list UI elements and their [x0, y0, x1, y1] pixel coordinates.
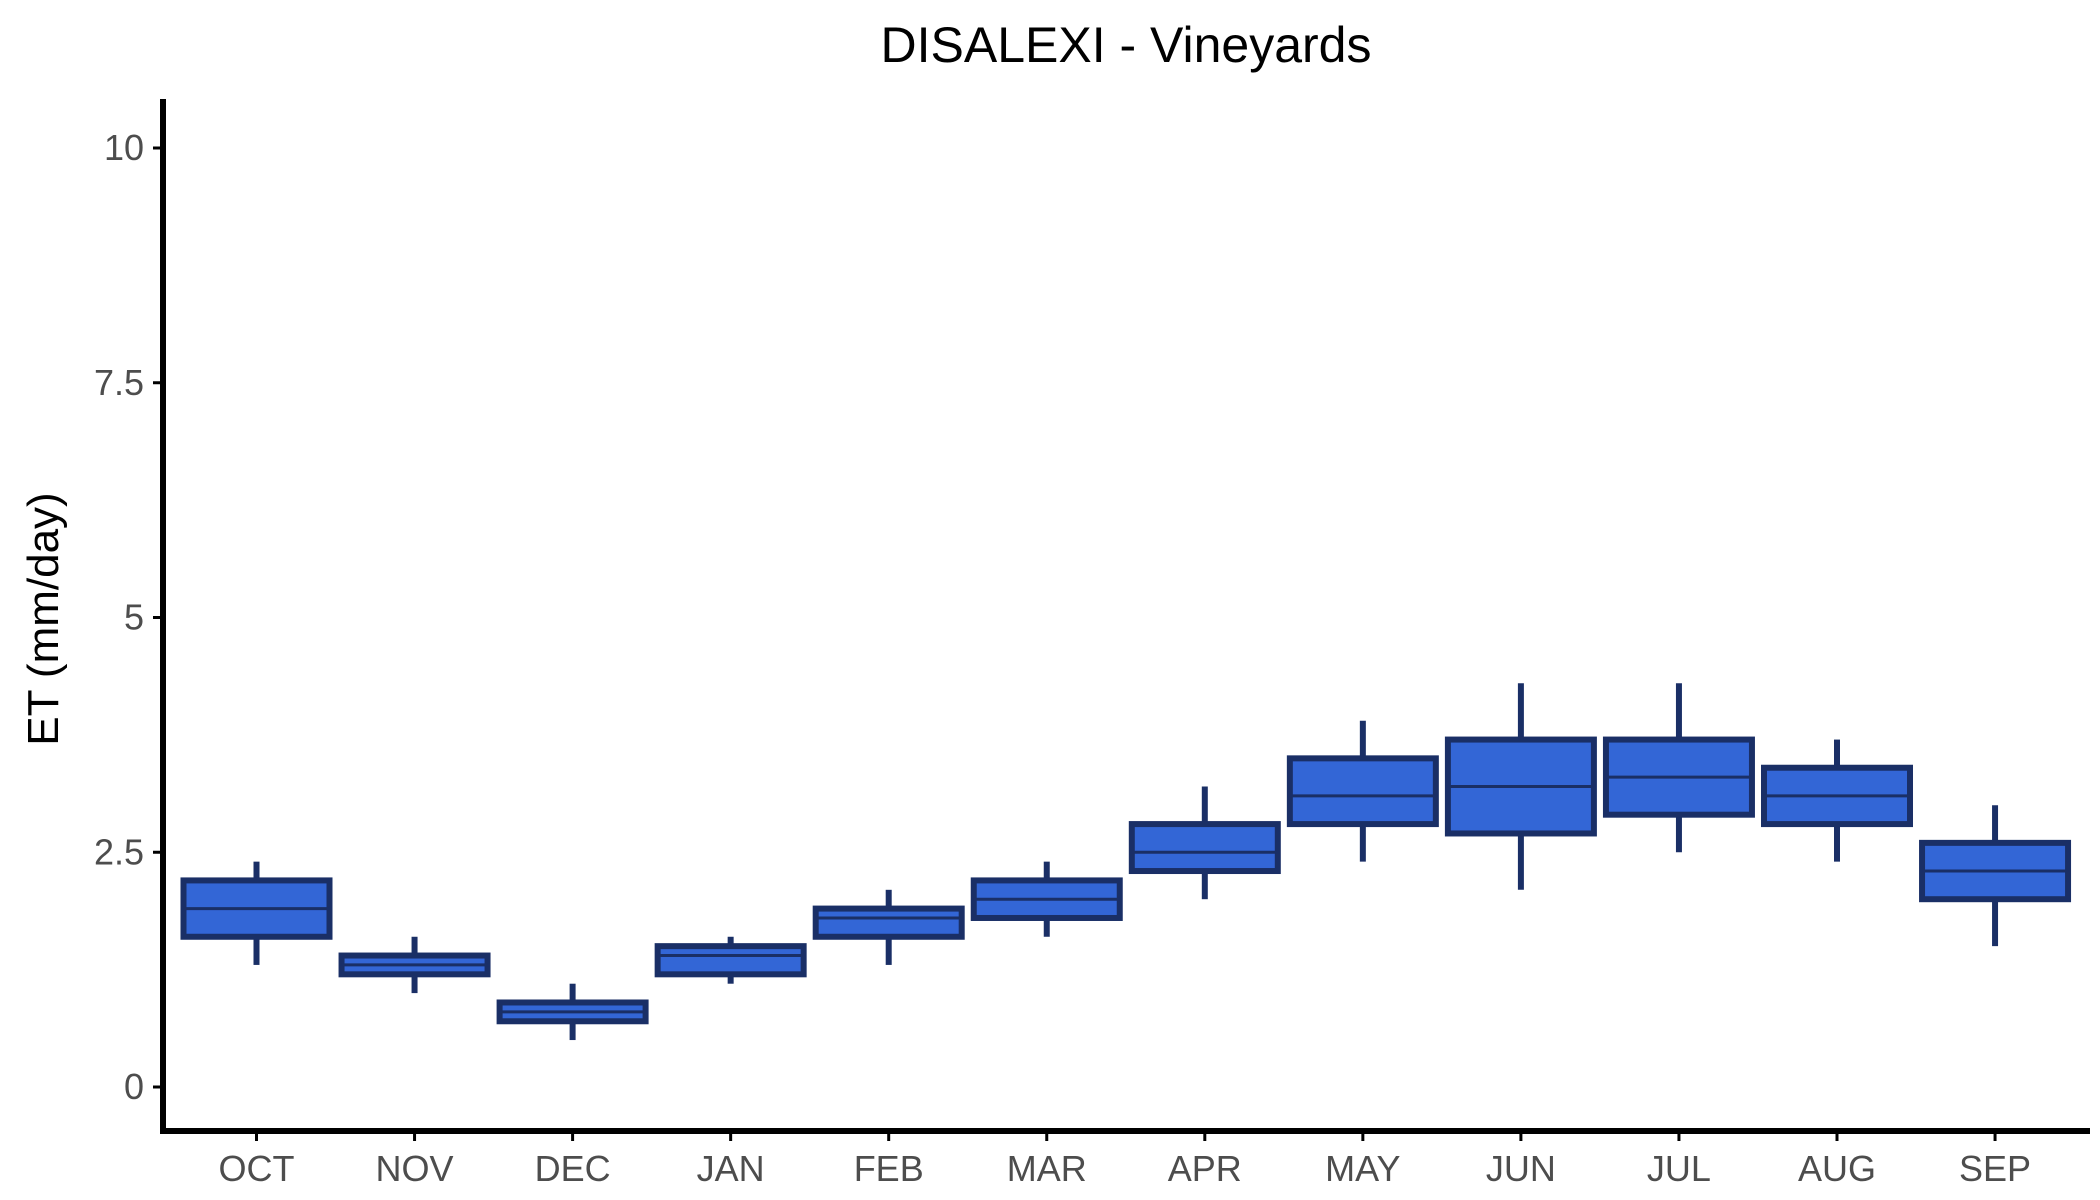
x-tick-label: FEB	[854, 1148, 924, 1189]
x-axis-ticks: OCT NOV DEC JAN FEB MAR APR MAY JUN JUL AUG SEP	[219, 1131, 2031, 1189]
box-apr	[1128, 786, 1281, 900]
plot-area	[180, 683, 2072, 1041]
box-jun	[1444, 683, 1597, 890]
x-tick-label: JAN	[697, 1148, 765, 1189]
y-tick-label: 0	[124, 1066, 144, 1107]
box-aug	[1761, 739, 1913, 862]
box-body	[812, 905, 965, 940]
x-tick-label: APR	[1168, 1148, 1242, 1189]
y-tick-label: 7.5	[94, 362, 144, 403]
x-tick-label: OCT	[219, 1148, 295, 1189]
x-tick-label: JUL	[1647, 1148, 1711, 1189]
y-tick-label: 5	[124, 597, 144, 638]
box-mar	[970, 861, 1123, 937]
x-tick-label: JUN	[1486, 1148, 1556, 1189]
box-feb	[812, 889, 965, 965]
box-body	[654, 943, 807, 978]
box-may	[1286, 720, 1439, 862]
x-tick-label: MAY	[1325, 1148, 1400, 1189]
x-tick-label: DEC	[535, 1148, 611, 1189]
x-tick-label: MAR	[1007, 1148, 1087, 1189]
box-body	[1128, 821, 1281, 875]
box-dec	[496, 983, 649, 1041]
y-axis-ticks: 0 2.5 5 7.5 10	[94, 127, 163, 1107]
y-tick-label: 10	[104, 127, 144, 168]
box-sep	[1919, 805, 2072, 947]
chart-title: DISALEXI - Vineyards	[881, 17, 1372, 73]
box-jan	[654, 936, 807, 984]
box-nov	[338, 936, 491, 994]
x-tick-label: NOV	[376, 1148, 454, 1189]
box-jul	[1602, 683, 1755, 853]
box-body	[1286, 755, 1439, 828]
x-tick-label: SEP	[1959, 1148, 2031, 1189]
box-oct	[180, 861, 333, 965]
y-tick-label: 2.5	[94, 831, 144, 872]
x-tick-label: AUG	[1798, 1148, 1876, 1189]
y-axis-label: ET (mm/day)	[19, 492, 68, 745]
